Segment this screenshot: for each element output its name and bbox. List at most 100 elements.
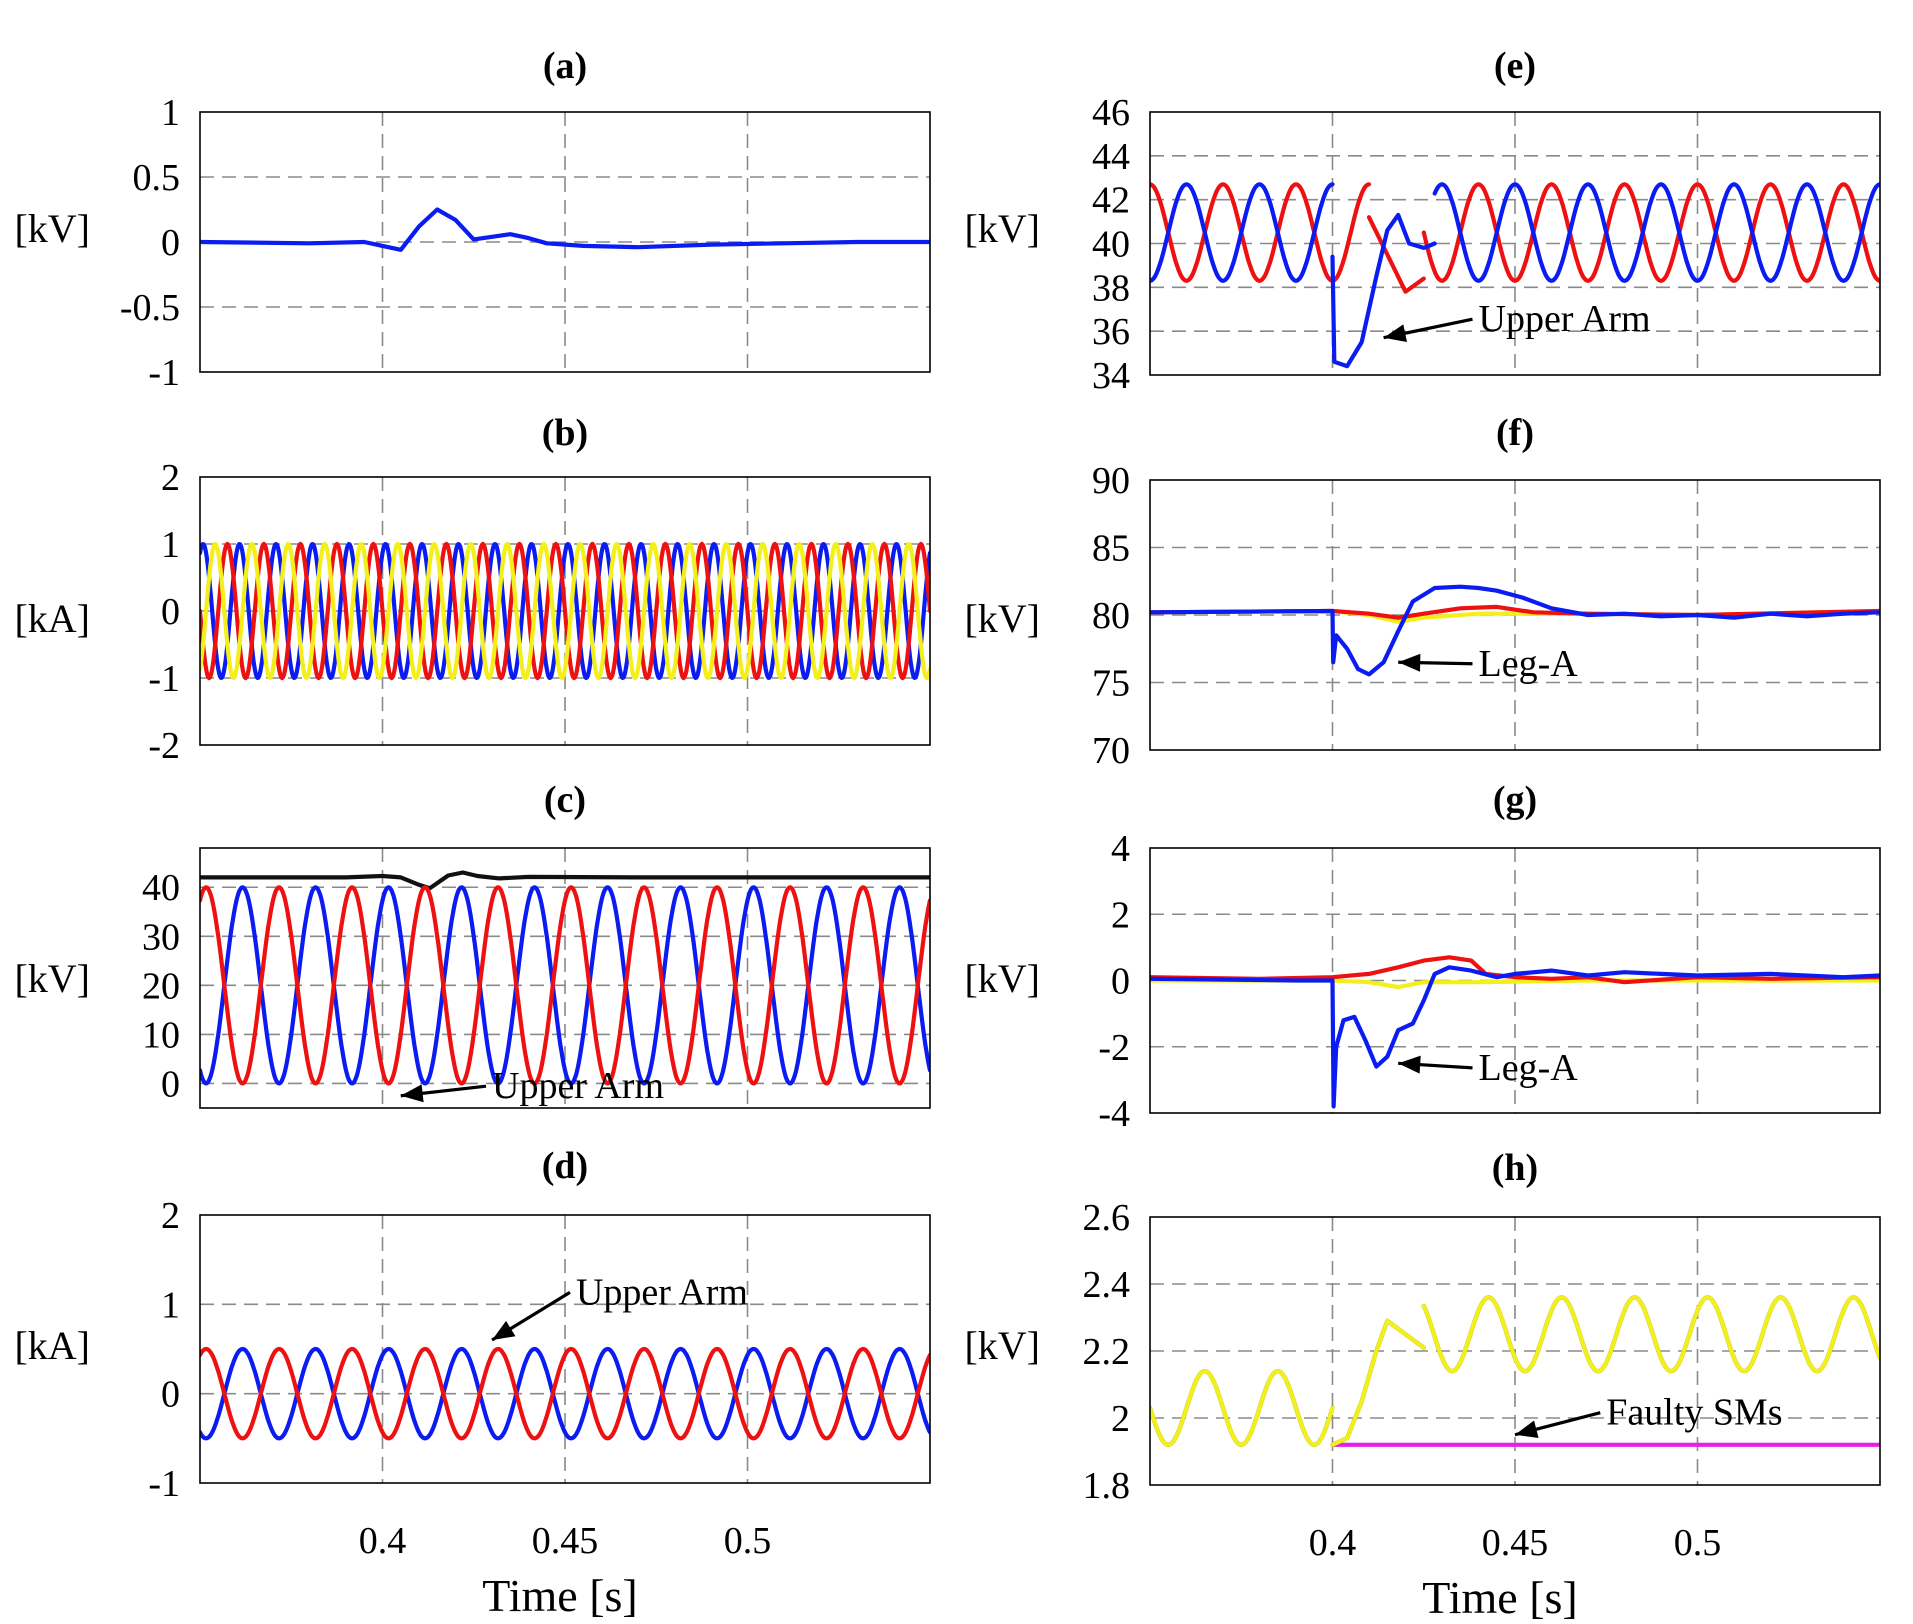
annotation-label: Leg-A [1479, 1047, 1579, 1089]
annotation-arrowhead [1383, 324, 1407, 343]
panel-title: (c) [544, 779, 586, 821]
y-tick-label: 2 [1111, 1398, 1130, 1440]
series-red-post [1421, 182, 1880, 283]
x-tick-label: 0.4 [359, 1520, 407, 1562]
y-tick-label: -1 [148, 1463, 180, 1505]
y-axis-label: [kV] [964, 206, 1040, 251]
y-tick-label: 2.6 [1083, 1197, 1131, 1239]
panel-b: (b) 2 1 0 -1 -2 [kA] [14, 412, 931, 767]
series-phase-a [200, 542, 930, 680]
series-red-dip [1366, 215, 1426, 294]
panel-a: (a) 1 0.5 0 -0.5 -1 [kV] [14, 45, 931, 394]
y-axis-label: [kA] [14, 596, 90, 641]
y-axis-label: [kV] [14, 956, 90, 1001]
panel-title: (d) [542, 1145, 588, 1187]
y-tick-label: 80 [1092, 595, 1130, 637]
series-leg-a [1150, 965, 1880, 1109]
series-lower [200, 885, 930, 1086]
x-axis-label: Time [s] [482, 1570, 638, 1621]
y-tick-label: 4 [1111, 828, 1130, 870]
annotation-label: Upper Arm [492, 1065, 664, 1107]
y-tick-label: 40 [142, 867, 180, 909]
y-tick-label: 0.5 [133, 157, 181, 199]
series-leg-b [1150, 955, 1880, 985]
series-phase-c [200, 542, 930, 680]
y-tick-label: -1 [148, 658, 180, 700]
y-tick-label: 1 [161, 92, 180, 134]
annotation-arrowhead [1398, 653, 1421, 672]
plot-frame [199, 476, 931, 746]
y-tick-label: 46 [1092, 92, 1130, 134]
y-tick-label: 0 [161, 1374, 180, 1416]
y-tick-label: 34 [1092, 355, 1130, 397]
annotation-arrowhead [1398, 1055, 1421, 1074]
panel-title: (g) [1493, 779, 1537, 821]
y-tick-label: 0 [161, 1063, 180, 1105]
series-healthy-pre [1150, 1369, 1335, 1447]
y-tick-label: 1 [161, 1284, 180, 1326]
panel-h: (h) 2.6 2.4 2.2 2 1.8 [kV] Faulty SMs 0.4 0.45 0.5… [964, 1147, 1881, 1623]
annotation-arrowhead [492, 1320, 516, 1341]
y-tick-label: 2.2 [1083, 1331, 1131, 1373]
plot-frame [1149, 847, 1881, 1114]
annotation-label: Leg-A [1479, 643, 1579, 685]
plot-frame [1149, 479, 1881, 751]
y-tick-label: 0 [161, 222, 180, 264]
y-axis-label: [kV] [964, 596, 1040, 641]
y-tick-label: 44 [1092, 136, 1130, 178]
x-tick-label: 0.45 [1482, 1522, 1549, 1564]
panel-f: (f) 90 85 80 75 70 [kV] Leg-A [964, 412, 1881, 772]
y-axis-label: [kV] [964, 1323, 1040, 1368]
plot-frame [199, 847, 931, 1109]
x-axis-label: Time [s] [1422, 1572, 1578, 1623]
series-red-pre [1150, 182, 1372, 283]
panel-d: (d) 2 1 0 -1 [kA] Upper Arm 0.4 0.45 0.5 Time [s] [14, 1145, 931, 1621]
panel-title: (b) [542, 412, 588, 454]
series-blue-pre [1150, 182, 1335, 283]
y-axis-label: [kV] [14, 206, 90, 251]
panel-g: (g) 4 2 0 -2 -4 [kV] Leg-A [964, 779, 1881, 1135]
y-tick-label: -4 [1098, 1093, 1130, 1135]
series-voltage [200, 207, 930, 252]
plot-frame [1149, 111, 1881, 376]
y-tick-label: 2 [161, 1195, 180, 1237]
panel-title: (e) [1494, 45, 1536, 87]
y-tick-label: 90 [1092, 460, 1130, 502]
y-tick-label: 10 [142, 1014, 180, 1056]
panel-title: (h) [1492, 1147, 1538, 1189]
y-tick-label: -0.5 [120, 287, 180, 329]
panel-title: (f) [1496, 412, 1534, 454]
y-axis-label: [kA] [14, 1323, 90, 1368]
series-blue-fault [1330, 212, 1437, 369]
x-tick-label: 0.45 [532, 1520, 599, 1562]
y-tick-label: 20 [142, 965, 180, 1007]
y-tick-label: 30 [142, 916, 180, 958]
annotation-label: Faulty SMs [1606, 1392, 1782, 1434]
annotation-label: Upper Arm [576, 1271, 748, 1313]
annotation-label: Upper Arm [1479, 298, 1651, 340]
y-tick-label: 40 [1092, 224, 1130, 266]
plot-frame [1149, 1216, 1881, 1486]
x-tick-label: 0.4 [1309, 1522, 1357, 1564]
y-tick-label: 38 [1092, 267, 1130, 309]
y-tick-label: 0 [161, 591, 180, 633]
series-leg-c [1150, 978, 1880, 990]
x-tick-label: 0.5 [1674, 1522, 1722, 1564]
y-tick-label: 2 [161, 457, 180, 499]
plot-frame [199, 1214, 931, 1484]
panel-title: (a) [543, 45, 587, 87]
x-tick-label: 0.5 [724, 1520, 772, 1562]
annotation-arrowhead [1515, 1420, 1539, 1438]
y-tick-label: 0 [1111, 961, 1130, 1003]
y-tick-label: 85 [1092, 528, 1130, 570]
series-leg-a [1150, 584, 1880, 677]
series-phase-b [200, 541, 930, 681]
y-tick-label: -2 [1098, 1027, 1130, 1069]
y-tick-label: -2 [148, 725, 180, 767]
series-lower [200, 1346, 930, 1441]
series-healthy-post [1421, 1295, 1880, 1374]
y-tick-label: 2 [1111, 894, 1130, 936]
panel-c: (c) 40 30 20 10 0 [kV] Upper Arm [14, 779, 931, 1109]
plot-frame [199, 111, 931, 373]
